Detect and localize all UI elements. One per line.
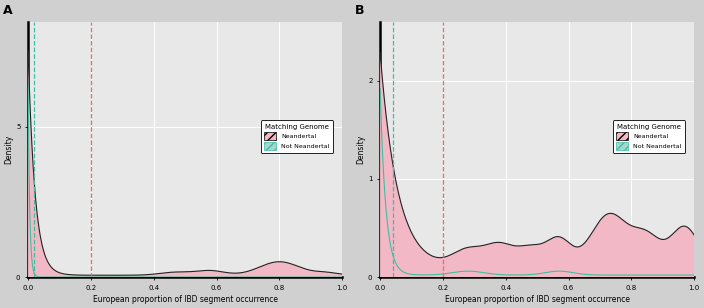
Legend: Neandertal, Not Neandertal: Neandertal, Not Neandertal xyxy=(260,120,333,153)
X-axis label: European proportion of IBD segment occurrence: European proportion of IBD segment occur… xyxy=(445,295,629,304)
X-axis label: European proportion of IBD segment occurrence: European proportion of IBD segment occur… xyxy=(93,295,277,304)
Y-axis label: Density: Density xyxy=(4,135,13,164)
Legend: Neandertal, Not Neandertal: Neandertal, Not Neandertal xyxy=(612,120,685,153)
Text: A: A xyxy=(3,4,13,17)
Y-axis label: Density: Density xyxy=(356,135,365,164)
Text: B: B xyxy=(355,4,365,17)
